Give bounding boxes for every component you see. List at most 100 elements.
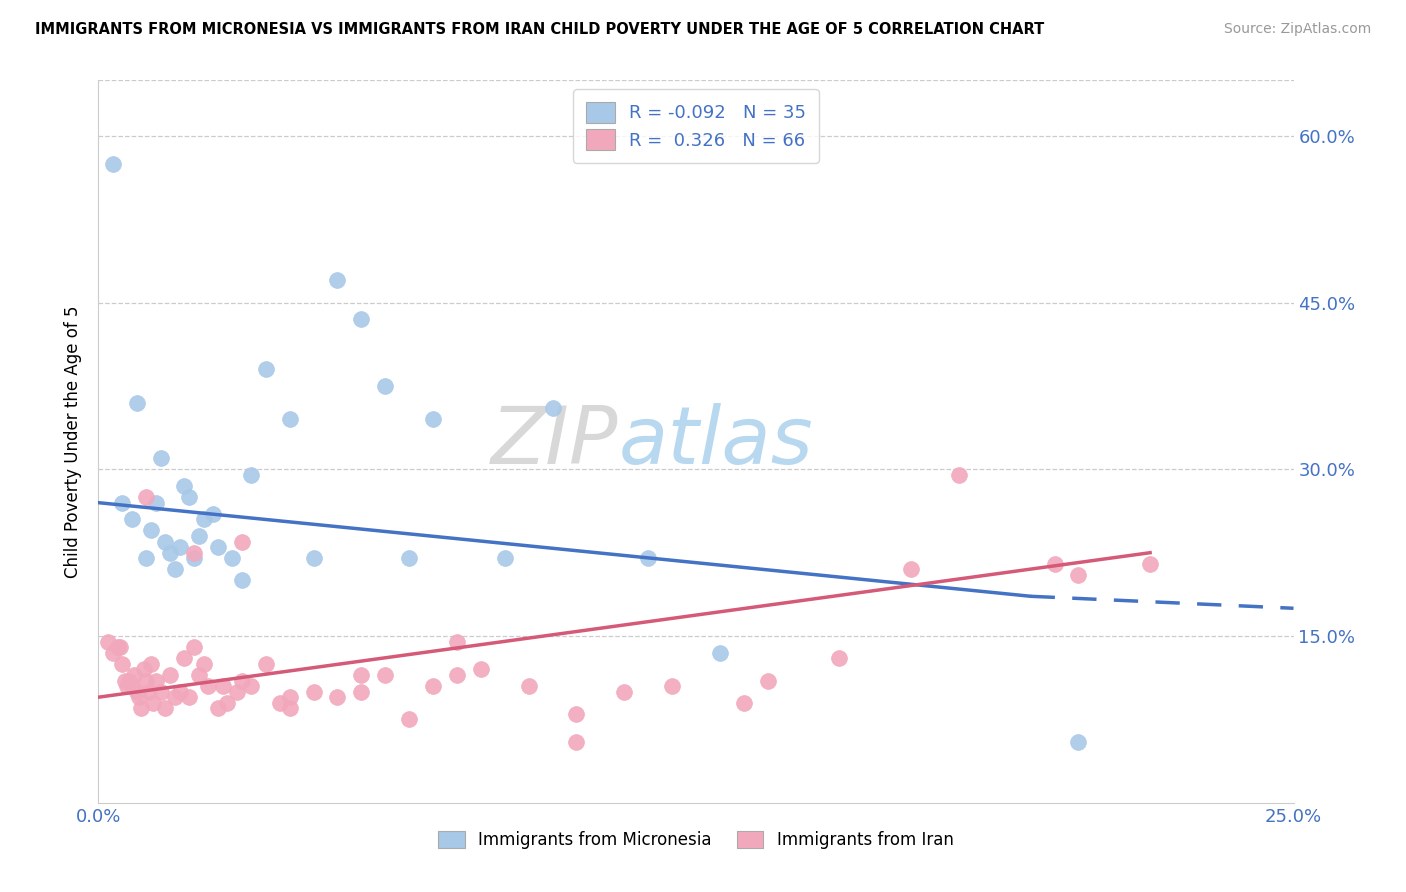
Point	[142, 696, 165, 710]
Point	[254, 657, 277, 671]
Point	[135, 551, 157, 566]
Point	[254, 362, 277, 376]
Point	[135, 490, 157, 504]
Point	[163, 690, 186, 705]
Point	[131, 701, 153, 715]
Point	[187, 668, 209, 682]
Point	[278, 690, 301, 705]
Point	[179, 690, 201, 705]
Point	[398, 551, 420, 566]
Point	[374, 379, 396, 393]
Point	[125, 684, 148, 698]
Point	[231, 673, 253, 688]
Point	[470, 662, 492, 676]
Point	[179, 490, 201, 504]
Point	[211, 679, 233, 693]
Point	[278, 701, 301, 715]
Text: IMMIGRANTS FROM MICRONESIA VS IMMIGRANTS FROM IRAN CHILD POVERTY UNDER THE AGE O: IMMIGRANTS FROM MICRONESIA VS IMMIGRANTS…	[35, 22, 1045, 37]
Point	[107, 640, 129, 655]
Point	[139, 524, 162, 538]
Point	[302, 551, 325, 566]
Point	[231, 534, 253, 549]
Point	[446, 634, 468, 648]
Point	[221, 551, 243, 566]
Point	[155, 701, 177, 715]
Point	[159, 546, 181, 560]
Point	[541, 401, 564, 416]
Point	[240, 467, 263, 482]
Point	[207, 701, 229, 715]
Point	[422, 679, 444, 693]
Point	[278, 412, 301, 426]
Point	[565, 706, 588, 721]
Point	[135, 673, 157, 688]
Point	[149, 684, 172, 698]
Point	[124, 668, 146, 682]
Point	[183, 640, 205, 655]
Point	[132, 662, 155, 676]
Point	[948, 467, 970, 482]
Legend: Immigrants from Micronesia, Immigrants from Iran: Immigrants from Micronesia, Immigrants f…	[432, 824, 960, 856]
Point	[101, 646, 124, 660]
Point	[145, 496, 167, 510]
Text: ZIP: ZIP	[491, 402, 619, 481]
Point	[207, 540, 229, 554]
Text: atlas: atlas	[619, 402, 813, 481]
Point	[121, 679, 143, 693]
Point	[1043, 557, 1066, 571]
Point	[173, 651, 195, 665]
Point	[114, 673, 136, 688]
Point	[269, 696, 291, 710]
Point	[1067, 568, 1090, 582]
Point	[97, 634, 120, 648]
Point	[302, 684, 325, 698]
Point	[183, 551, 205, 566]
Point	[240, 679, 263, 693]
Point	[613, 684, 636, 698]
Point	[169, 540, 191, 554]
Point	[326, 273, 349, 287]
Point	[517, 679, 540, 693]
Point	[108, 640, 131, 655]
Point	[145, 673, 167, 688]
Point	[139, 657, 162, 671]
Point	[125, 395, 148, 409]
Point	[202, 507, 225, 521]
Point	[169, 684, 191, 698]
Point	[197, 679, 219, 693]
Point	[193, 657, 215, 671]
Y-axis label: Child Poverty Under the Age of 5: Child Poverty Under the Age of 5	[65, 305, 83, 578]
Point	[374, 668, 396, 682]
Point	[159, 668, 181, 682]
Point	[494, 551, 516, 566]
Point	[163, 562, 186, 576]
Point	[637, 551, 659, 566]
Point	[231, 574, 253, 588]
Point	[733, 696, 755, 710]
Point	[226, 684, 249, 698]
Point	[756, 673, 779, 688]
Point	[661, 679, 683, 693]
Point	[128, 690, 150, 705]
Point	[398, 713, 420, 727]
Point	[565, 734, 588, 748]
Point	[111, 657, 134, 671]
Point	[193, 512, 215, 526]
Point	[183, 546, 205, 560]
Point	[121, 512, 143, 526]
Point	[101, 156, 124, 170]
Text: Source: ZipAtlas.com: Source: ZipAtlas.com	[1223, 22, 1371, 37]
Point	[187, 529, 209, 543]
Point	[446, 668, 468, 682]
Point	[350, 312, 373, 326]
Point	[828, 651, 851, 665]
Point	[350, 684, 373, 698]
Point	[900, 562, 922, 576]
Point	[217, 696, 239, 710]
Point	[1067, 734, 1090, 748]
Point	[115, 679, 138, 693]
Point	[155, 534, 177, 549]
Point	[1139, 557, 1161, 571]
Point	[326, 690, 349, 705]
Point	[350, 668, 373, 682]
